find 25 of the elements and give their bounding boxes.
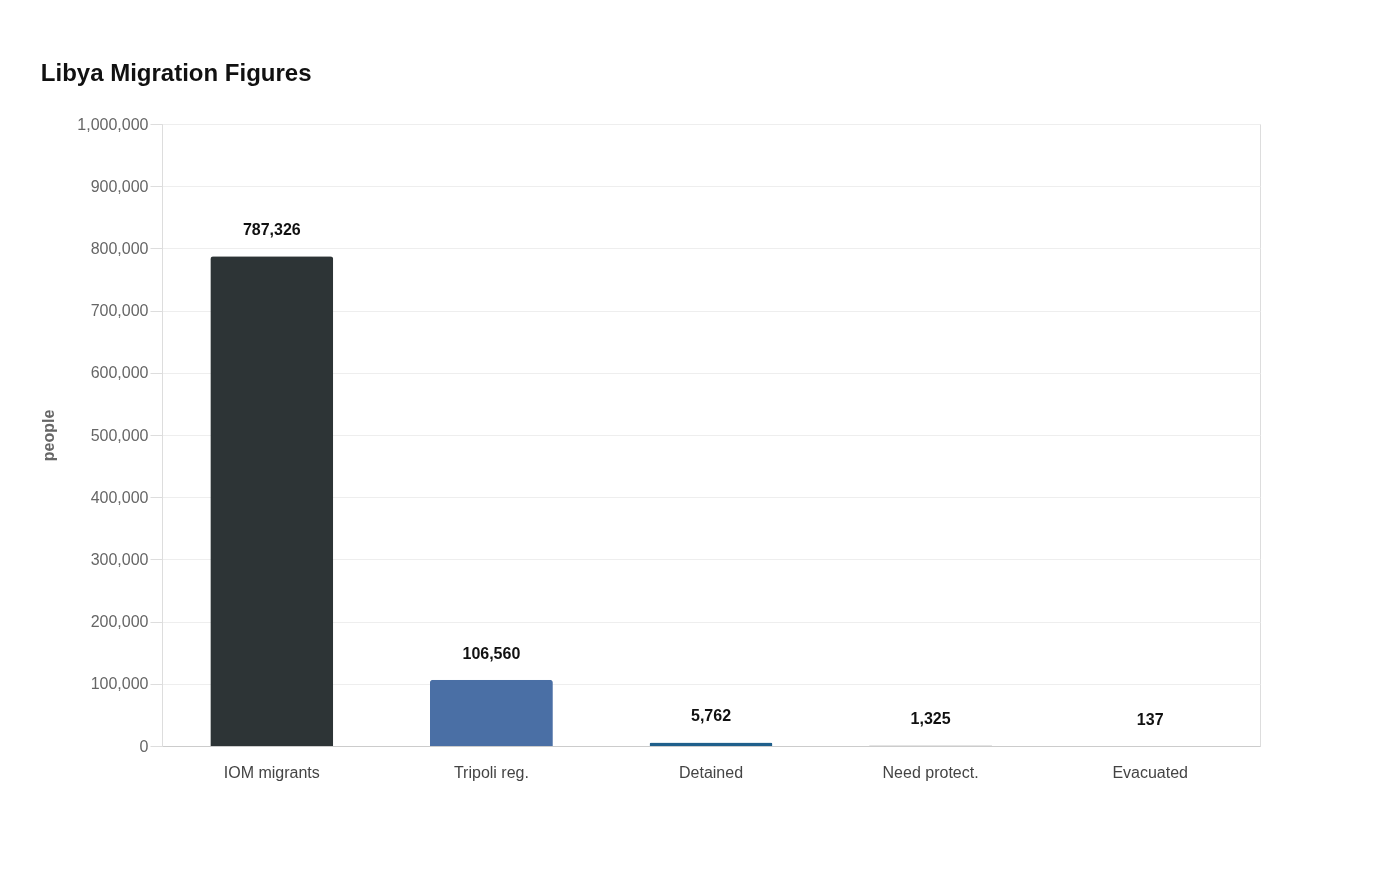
x-tick-label: Tripoli reg.	[453, 763, 529, 781]
x-tick-label: Need protect.	[882, 763, 979, 781]
y-axis-title: people	[40, 409, 58, 462]
x-tick-label: IOM migrants	[223, 763, 320, 781]
bar	[429, 679, 553, 746]
y-tick-label: 800,000	[90, 239, 149, 257]
y-tick-label: 700,000	[90, 302, 149, 320]
bar	[210, 256, 334, 746]
y-tick-label: 100,000	[90, 675, 149, 693]
y-tick-label: 400,000	[90, 488, 149, 506]
y-tick-label: 1,000,000	[77, 115, 149, 133]
data-label: 5,762	[690, 707, 732, 725]
y-tick-label: 900,000	[90, 177, 149, 195]
data-label: 787,326	[242, 221, 301, 239]
y-tick-label: 600,000	[90, 364, 149, 382]
data-label: 106,560	[462, 644, 521, 662]
data-label: 1,325	[910, 710, 951, 728]
y-tick-label: 0	[139, 737, 149, 755]
x-tick-label: Evacuated	[1112, 763, 1188, 781]
data-label: 137	[1136, 710, 1164, 728]
y-tick-label: 300,000	[90, 550, 149, 568]
y-tick-label: 200,000	[90, 613, 149, 631]
y-tick-label: 500,000	[90, 426, 149, 444]
x-tick-label: Detained	[678, 763, 744, 781]
chart-title: Libya Migration Figures	[40, 59, 312, 86]
